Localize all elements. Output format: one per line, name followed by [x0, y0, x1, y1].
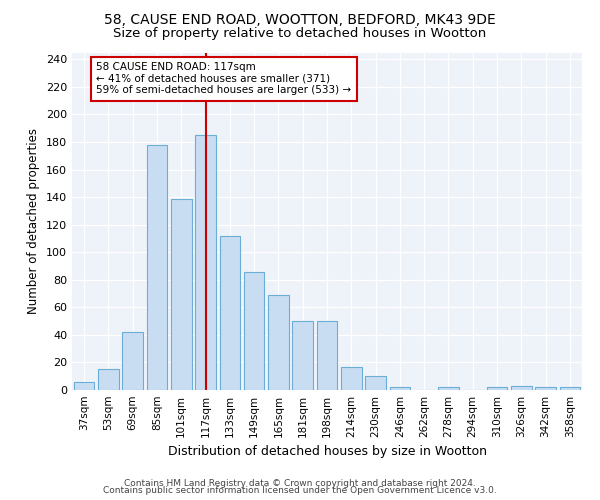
Bar — [146, 145, 167, 390]
X-axis label: Distribution of detached houses by size in Wootton: Distribution of detached houses by size … — [167, 446, 487, 458]
Bar — [268, 295, 289, 390]
Bar — [511, 386, 532, 390]
Bar — [560, 387, 580, 390]
Bar — [487, 387, 508, 390]
Bar — [317, 321, 337, 390]
Text: 58 CAUSE END ROAD: 117sqm
← 41% of detached houses are smaller (371)
59% of semi: 58 CAUSE END ROAD: 117sqm ← 41% of detac… — [96, 62, 352, 96]
Bar — [195, 135, 216, 390]
Bar — [292, 321, 313, 390]
Bar — [98, 370, 119, 390]
Bar — [220, 236, 240, 390]
Bar — [389, 387, 410, 390]
Bar — [438, 387, 459, 390]
Bar — [535, 387, 556, 390]
Text: Contains public sector information licensed under the Open Government Licence v3: Contains public sector information licen… — [103, 486, 497, 495]
Bar — [171, 198, 191, 390]
Text: Size of property relative to detached houses in Wootton: Size of property relative to detached ho… — [113, 28, 487, 40]
Y-axis label: Number of detached properties: Number of detached properties — [28, 128, 40, 314]
Bar — [74, 382, 94, 390]
Bar — [122, 332, 143, 390]
Bar — [341, 366, 362, 390]
Bar — [365, 376, 386, 390]
Text: Contains HM Land Registry data © Crown copyright and database right 2024.: Contains HM Land Registry data © Crown c… — [124, 478, 476, 488]
Bar — [244, 272, 265, 390]
Text: 58, CAUSE END ROAD, WOOTTON, BEDFORD, MK43 9DE: 58, CAUSE END ROAD, WOOTTON, BEDFORD, MK… — [104, 12, 496, 26]
